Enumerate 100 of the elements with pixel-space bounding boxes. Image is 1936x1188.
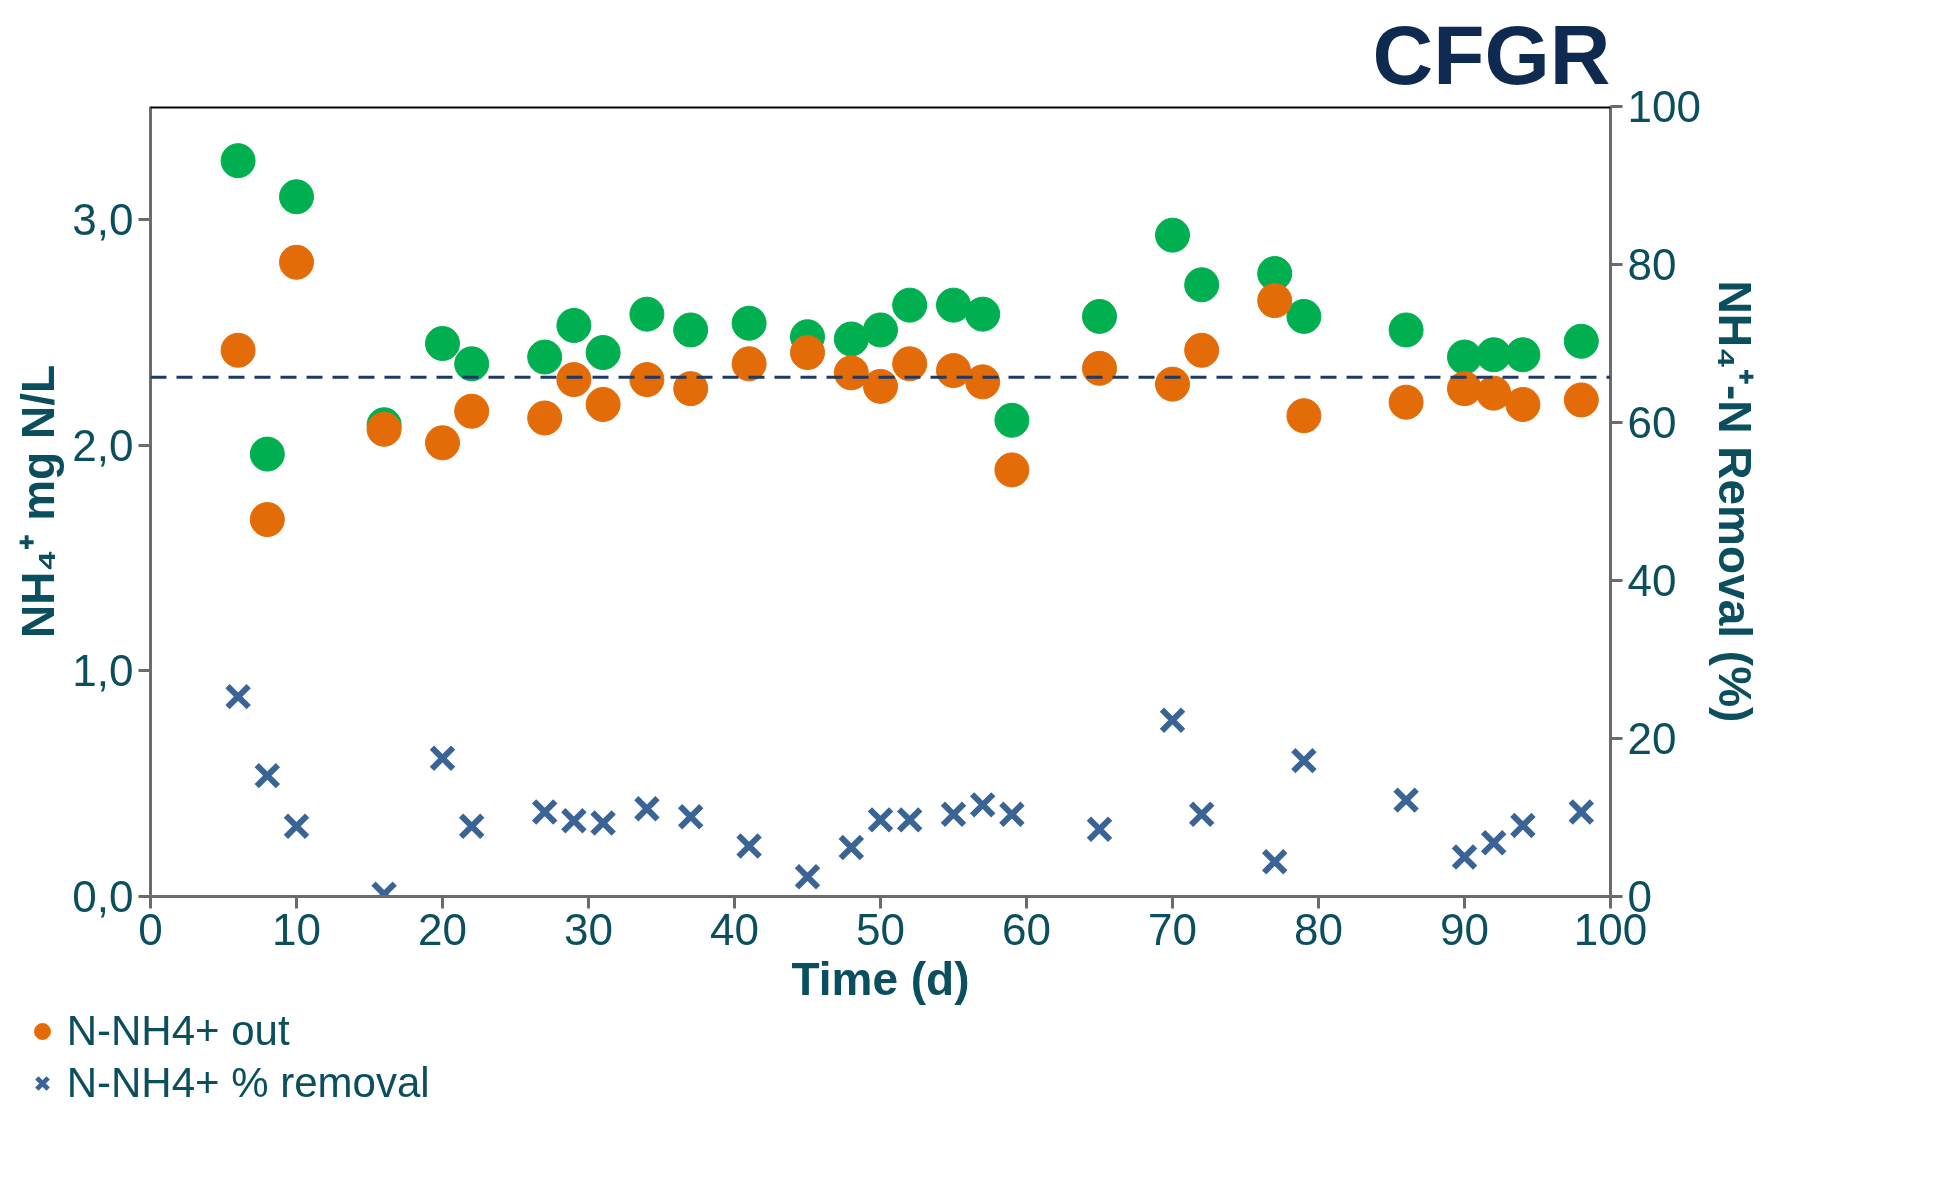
point — [1257, 283, 1293, 319]
point — [629, 296, 665, 332]
point — [892, 287, 928, 323]
x-tick-label: 90 — [1440, 904, 1489, 954]
point — [673, 312, 709, 348]
chart-title: CFGR — [1372, 7, 1611, 102]
point — [1155, 366, 1190, 402]
point — [965, 364, 1001, 400]
point — [560, 807, 588, 835]
point — [1476, 375, 1512, 411]
point — [220, 143, 256, 179]
point — [1158, 706, 1187, 734]
x-tick-label: 10 — [272, 904, 321, 954]
point — [892, 346, 928, 382]
point — [1567, 798, 1595, 826]
y2-tick-label: 60 — [1627, 398, 1677, 447]
point — [585, 386, 621, 422]
point — [1184, 332, 1220, 368]
point — [458, 812, 486, 840]
point — [790, 335, 825, 370]
point — [994, 452, 1030, 488]
point — [454, 346, 490, 382]
point — [735, 832, 763, 860]
legend-label: N-NH4+ % removal — [66, 1059, 430, 1107]
y-tick-label: 1,0 — [72, 646, 134, 696]
point — [1082, 350, 1117, 386]
y-tick-label: 2,0 — [72, 420, 134, 470]
point — [998, 800, 1026, 828]
point — [939, 800, 968, 828]
point — [1188, 800, 1216, 828]
point — [589, 809, 617, 837]
point — [279, 244, 314, 280]
point — [863, 312, 898, 348]
point — [793, 863, 822, 891]
legend-label: N-NH4+ out — [66, 1007, 290, 1055]
point — [863, 368, 898, 404]
y-axis-title: NH₄⁺ mg N/L — [12, 364, 65, 639]
point — [677, 803, 705, 831]
y-tick-label: 3,0 — [72, 194, 134, 244]
point — [1388, 384, 1424, 420]
point — [425, 425, 460, 461]
point — [994, 402, 1030, 438]
point — [527, 339, 563, 375]
y2-tick-label: 80 — [1627, 240, 1677, 289]
point — [969, 791, 997, 819]
point — [556, 307, 592, 343]
x-tick-label: 30 — [564, 904, 613, 954]
x-axis-title: Time (d) — [791, 952, 970, 1005]
point — [1286, 298, 1322, 334]
point — [1392, 786, 1420, 814]
point — [731, 305, 767, 341]
point — [527, 400, 563, 436]
point — [673, 371, 709, 407]
point — [1509, 811, 1537, 840]
point — [1085, 815, 1114, 843]
point — [224, 683, 252, 711]
point — [633, 795, 661, 823]
point — [1563, 323, 1599, 359]
point — [556, 362, 592, 398]
point — [585, 335, 621, 370]
y2-axis-title: NH₄⁺-N Removal (%) — [1708, 280, 1761, 723]
point — [1286, 398, 1322, 434]
point — [220, 332, 256, 368]
point — [837, 833, 865, 862]
point — [1450, 843, 1479, 871]
point — [454, 393, 490, 429]
x-tick-label: 40 — [710, 904, 759, 954]
point — [282, 812, 311, 840]
point — [249, 436, 285, 472]
y2-tick-label: 20 — [1627, 714, 1677, 763]
point — [1563, 382, 1599, 418]
x-tick-label: 60 — [1002, 904, 1051, 954]
point — [1290, 747, 1318, 775]
point — [629, 362, 665, 398]
x-tick-label: 80 — [1294, 904, 1343, 954]
point — [1082, 298, 1117, 334]
point — [1505, 386, 1541, 422]
point — [731, 346, 767, 382]
point — [1261, 848, 1289, 876]
x-tick-label: 50 — [856, 904, 905, 954]
x-tick-label: 0 — [138, 904, 163, 954]
point — [1505, 337, 1541, 373]
point — [1480, 829, 1508, 857]
point — [833, 355, 869, 391]
point — [279, 179, 314, 215]
point — [531, 798, 559, 826]
point — [428, 744, 457, 772]
y-tick-label: 0,0 — [72, 872, 134, 921]
point — [833, 321, 869, 357]
point — [425, 326, 460, 361]
y2-tick-label: 40 — [1627, 556, 1677, 605]
point — [253, 762, 281, 790]
point — [965, 296, 1001, 332]
point — [936, 287, 971, 323]
point — [1388, 312, 1424, 348]
x-tick-label: 20 — [418, 904, 467, 954]
point — [1155, 217, 1190, 253]
x-tick-label: 70 — [1148, 904, 1197, 954]
point — [249, 502, 285, 538]
y2-tick-label: 100 — [1627, 82, 1701, 131]
